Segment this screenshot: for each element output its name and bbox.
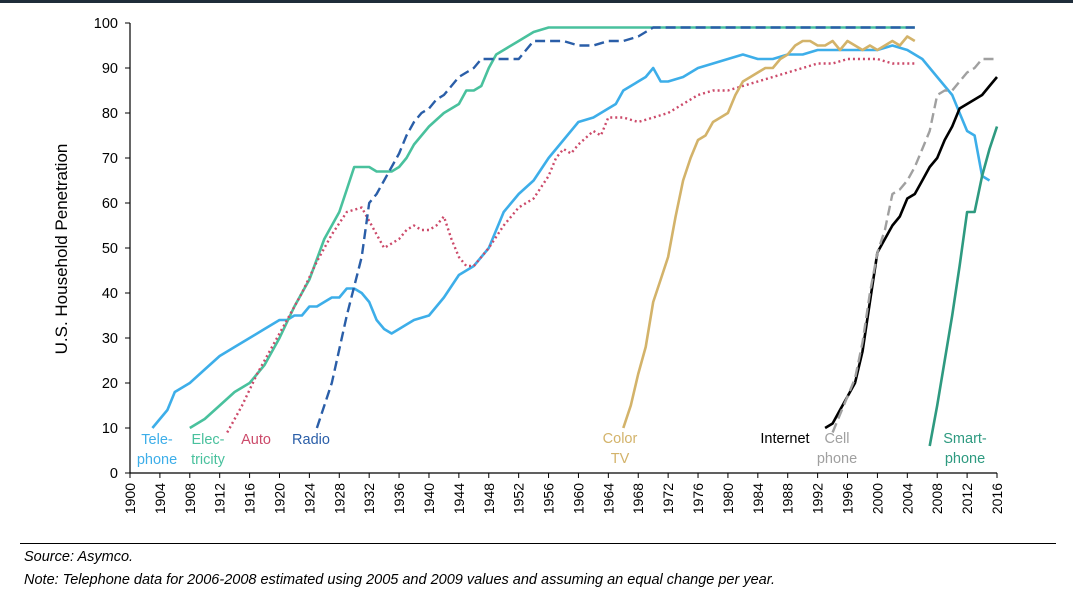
x-tick-label: 2008 — [929, 483, 945, 514]
series-label-line: tricity — [191, 452, 226, 468]
x-tick-label: 2004 — [899, 483, 915, 514]
y-tick-label: 0 — [110, 466, 118, 482]
x-tick-label: 1940 — [421, 483, 437, 514]
x-tick-label: 1972 — [660, 483, 676, 514]
series-label-cell-phone: Cell phone — [817, 431, 857, 467]
series-label-line: phone — [945, 451, 985, 467]
top-border — [0, 0, 1073, 3]
series-label-radio: Radio — [292, 432, 330, 448]
x-tick-label: 1984 — [750, 483, 766, 514]
series-line-smart-phone — [928, 126, 999, 447]
series-label-line: phone — [817, 451, 857, 467]
series-label-internet: Internet — [760, 431, 809, 447]
series-label-line: Internet — [760, 431, 809, 447]
series-label-auto: Auto — [241, 432, 271, 448]
y-tick-label: 40 — [102, 286, 118, 302]
x-tick-label: 2000 — [869, 483, 885, 514]
x-tick-label: 1904 — [152, 483, 168, 514]
series-lines — [151, 26, 999, 447]
x-tick-label: 1988 — [780, 483, 796, 514]
y-tick-label: 30 — [102, 331, 118, 347]
penetration-chart: U.S. Household Penetration 0 10 20 30 40 50 60… — [52, 16, 1005, 514]
series-label-tele-phone: Tele-phone — [137, 432, 177, 468]
x-tick-label: 1996 — [840, 483, 856, 514]
x-tick-label: 1956 — [541, 483, 557, 514]
series-line-color-tv — [622, 35, 916, 429]
x-tick-label: 1908 — [182, 483, 198, 514]
x-tick-label: 1928 — [331, 483, 347, 514]
series-line-radio — [315, 26, 915, 429]
series-label-line: Elec- — [191, 432, 224, 448]
x-tick-label: 1976 — [690, 483, 706, 514]
x-tick-label: 1944 — [451, 483, 467, 514]
series-label-line: Color — [603, 431, 638, 447]
x-tick-label: 1952 — [511, 483, 527, 514]
y-tick-label: 10 — [102, 421, 118, 437]
x-tick-label: 1992 — [810, 483, 826, 514]
x-tick-label: 1912 — [212, 483, 228, 514]
x-tick-label: 1948 — [481, 483, 497, 514]
series-label-line: Cell — [825, 431, 850, 447]
x-tick-label: 1916 — [242, 483, 258, 514]
series-label-line: phone — [137, 452, 177, 468]
series-label-line: Tele- — [141, 432, 173, 448]
series-line-auto — [226, 57, 915, 434]
x-tick-label: 1980 — [720, 483, 736, 514]
y-tick-label: 70 — [102, 151, 118, 167]
series-line-internet — [824, 76, 998, 430]
x-tick-label: 1900 — [122, 483, 138, 514]
axes: 0 10 20 30 40 50 60 70 80 90 100 1900 1904 1908 1912 19… — [94, 16, 1005, 514]
x-tick-label: 1932 — [361, 483, 377, 514]
series-label-elec-tricity: Elec-tricity — [191, 432, 226, 468]
x-tick-label: 1964 — [600, 483, 616, 514]
notes-divider — [20, 543, 1056, 544]
y-tick-label: 50 — [102, 241, 118, 257]
y-tick-label: 90 — [102, 61, 118, 77]
series-label-line: TV — [611, 451, 630, 467]
y-tick-label: 80 — [102, 106, 118, 122]
x-tick-label: 2016 — [989, 483, 1005, 514]
series-line-elec-tricity — [189, 26, 915, 430]
series-line-tele-phone — [151, 44, 991, 429]
y-tick-label: 60 — [102, 196, 118, 212]
x-tick-label: 2012 — [959, 483, 975, 514]
x-tick-label: 1924 — [301, 483, 317, 514]
x-tick-label: 1920 — [271, 483, 287, 514]
series-label-smart-phone: Smart-phone — [943, 431, 987, 467]
y-tick-label: 20 — [102, 376, 118, 392]
x-tick-label: 1960 — [570, 483, 586, 514]
y-axis-label: U.S. Household Penetration — [52, 144, 71, 355]
source-note: Source: Asymco. — [24, 549, 134, 565]
series-label-line: Auto — [241, 432, 271, 448]
series-label-line: Radio — [292, 432, 330, 448]
series-label-line: Smart- — [943, 431, 987, 447]
series-label-color-tv: Color TV — [603, 431, 638, 467]
footnote: Note: Telephone data for 2006-2008 estim… — [24, 572, 776, 588]
x-tick-label: 1936 — [391, 483, 407, 514]
series-line-cell-phone — [831, 57, 997, 433]
y-tick-label: 100 — [94, 16, 118, 32]
x-tick-label: 1968 — [630, 483, 646, 514]
series-labels: Tele-phone Elec-tricity Auto Radio Color TV In… — [137, 431, 987, 468]
